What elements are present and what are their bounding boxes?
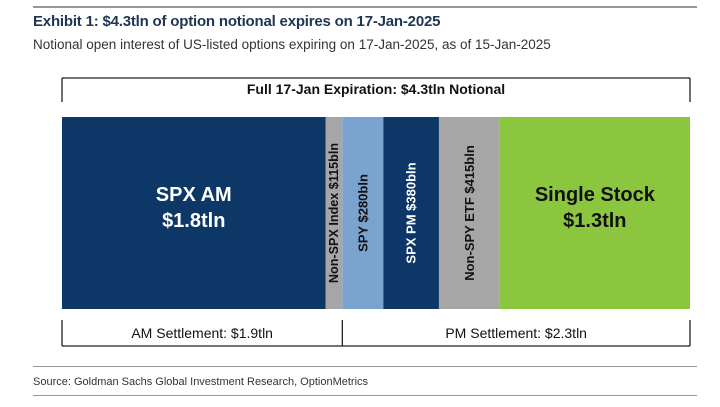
am-settlement-label: AM Settlement: $1.9tln (131, 325, 273, 341)
segment-label-spy: SPY $280bln (355, 174, 370, 252)
total-label: Full 17-Jan Expiration: $4.3tln Notional (247, 81, 505, 97)
divider-rule (33, 366, 697, 367)
segment-value-spx-am: $1.8tln (162, 210, 225, 232)
segment-spx-pm (383, 117, 439, 309)
settlement-brackets: AM Settlement: $1.9tln PM Settlement: $2.… (61, 320, 691, 347)
segment-value-single-stock: $1.3tln (563, 210, 626, 232)
chart-subtitle: Notional open interest of US-listed opti… (33, 37, 551, 52)
segment-label-single-stock: Single Stock (535, 184, 656, 206)
bottom-rule (33, 395, 697, 396)
segment-label-non-spy-etf: Non-SPY ETF $415bln (462, 145, 477, 281)
total-bracket: Full 17-Jan Expiration: $4.3tln Notional (61, 77, 691, 102)
chart-area: Full 17-Jan Expiration: $4.3tln Notional… (61, 77, 691, 347)
source-note: Source: Goldman Sachs Global Investment … (33, 376, 369, 388)
segment-non-spy-etf (438, 117, 500, 309)
segment-single-stock (499, 117, 690, 309)
segment-spx-am (62, 117, 326, 309)
chart-title: Exhibit 1: $4.3tln of option notional ex… (33, 13, 441, 30)
segment-label-spx-am: SPX AM (156, 184, 232, 206)
segments-group: SPX AM $1.8tln Non-SPX Index $115bln SPY $2… (62, 117, 690, 309)
segment-spy (342, 117, 384, 309)
segment-non-spx-index (325, 117, 343, 309)
segment-label-spx-pm: SPX PM $380bln (404, 162, 419, 263)
top-rule (33, 6, 697, 8)
segment-label-non-spx-index: Non-SPX Index $115bln (327, 143, 341, 283)
pm-settlement-label: PM Settlement: $2.3tln (445, 325, 587, 341)
